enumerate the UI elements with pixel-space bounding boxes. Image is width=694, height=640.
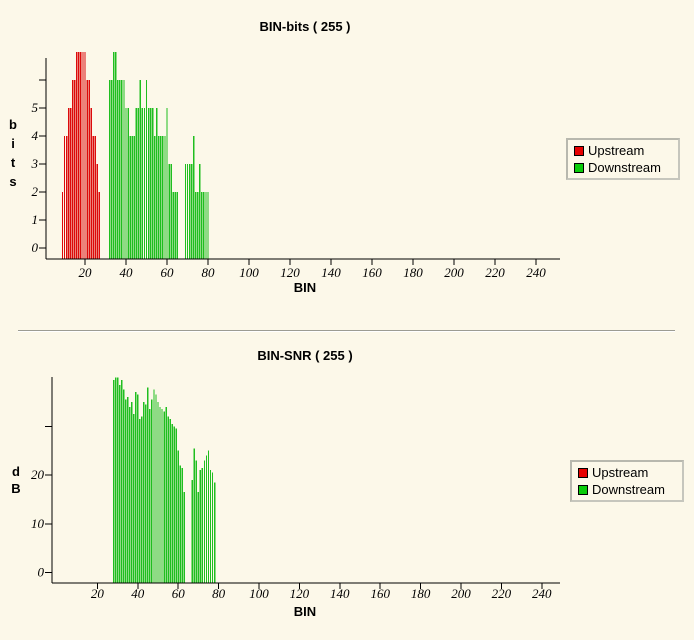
legend-label-upstream: Upstream bbox=[592, 465, 649, 480]
svg-text:240: 240 bbox=[526, 265, 546, 280]
svg-text:0: 0 bbox=[32, 240, 39, 255]
downstream-swatch-icon bbox=[578, 484, 588, 495]
svg-text:160: 160 bbox=[362, 265, 382, 280]
svg-text:200: 200 bbox=[451, 586, 471, 601]
svg-text:20: 20 bbox=[91, 586, 105, 601]
svg-text:B: B bbox=[11, 481, 20, 496]
svg-text:d: d bbox=[12, 464, 20, 479]
svg-text:180: 180 bbox=[411, 586, 431, 601]
svg-text:240: 240 bbox=[532, 586, 552, 601]
svg-text:140: 140 bbox=[330, 586, 350, 601]
section-divider bbox=[18, 330, 675, 332]
downstream-swatch-icon bbox=[574, 162, 584, 173]
svg-text:60: 60 bbox=[172, 586, 186, 601]
svg-text:220: 220 bbox=[485, 265, 505, 280]
svg-text:180: 180 bbox=[403, 265, 423, 280]
svg-text:140: 140 bbox=[321, 265, 341, 280]
bits-chart-legend: Upstream Downstream bbox=[566, 138, 680, 180]
svg-text:40: 40 bbox=[131, 586, 145, 601]
svg-text:BIN: BIN bbox=[294, 280, 316, 295]
svg-text:60: 60 bbox=[161, 265, 175, 280]
snr-chart-legend: Upstream Downstream bbox=[570, 460, 684, 502]
legend-label-downstream: Downstream bbox=[592, 482, 665, 497]
svg-text:BIN-bits ( 255 ): BIN-bits ( 255 ) bbox=[259, 19, 350, 34]
bin-snr-chart: BIN-SNR ( 255 ) 0 10 20 20 40 60 80 100 120 140 160… bbox=[11, 348, 560, 619]
svg-text:4: 4 bbox=[32, 128, 39, 143]
svg-text:b: b bbox=[9, 117, 17, 132]
legend-label-upstream: Upstream bbox=[588, 143, 645, 158]
svg-text:10: 10 bbox=[31, 516, 45, 531]
svg-text:20: 20 bbox=[31, 467, 45, 482]
svg-text:2: 2 bbox=[32, 184, 39, 199]
svg-text:3: 3 bbox=[31, 156, 39, 171]
svg-text:100: 100 bbox=[249, 586, 269, 601]
svg-text:80: 80 bbox=[202, 265, 216, 280]
svg-text:i: i bbox=[11, 136, 15, 151]
svg-text:1: 1 bbox=[32, 212, 39, 227]
legend-label-downstream: Downstream bbox=[588, 160, 661, 175]
upstream-swatch-icon bbox=[574, 145, 584, 156]
svg-text:80: 80 bbox=[212, 586, 226, 601]
svg-text:20: 20 bbox=[79, 265, 93, 280]
bin-bits-chart: BIN-bits ( 255 ) 0 1 2 3 4 5 20 40 60 80 100 120 140 1… bbox=[9, 19, 560, 295]
svg-text:160: 160 bbox=[370, 586, 390, 601]
svg-text:220: 220 bbox=[492, 586, 512, 601]
svg-text:120: 120 bbox=[290, 586, 310, 601]
svg-text:100: 100 bbox=[239, 265, 259, 280]
svg-text:BIN-SNR ( 255 ): BIN-SNR ( 255 ) bbox=[257, 348, 352, 363]
legend-item-upstream: Upstream bbox=[578, 464, 678, 481]
svg-text:40: 40 bbox=[120, 265, 134, 280]
legend-item-upstream: Upstream bbox=[574, 142, 674, 159]
svg-text:s: s bbox=[9, 174, 16, 189]
svg-text:120: 120 bbox=[280, 265, 300, 280]
svg-text:t: t bbox=[11, 155, 16, 170]
legend-item-downstream: Downstream bbox=[574, 159, 674, 176]
upstream-swatch-icon bbox=[578, 467, 588, 478]
svg-text:BIN: BIN bbox=[294, 604, 316, 619]
svg-text:200: 200 bbox=[444, 265, 464, 280]
svg-text:0: 0 bbox=[38, 565, 45, 580]
svg-text:5: 5 bbox=[32, 100, 39, 115]
legend-item-downstream: Downstream bbox=[578, 481, 678, 498]
